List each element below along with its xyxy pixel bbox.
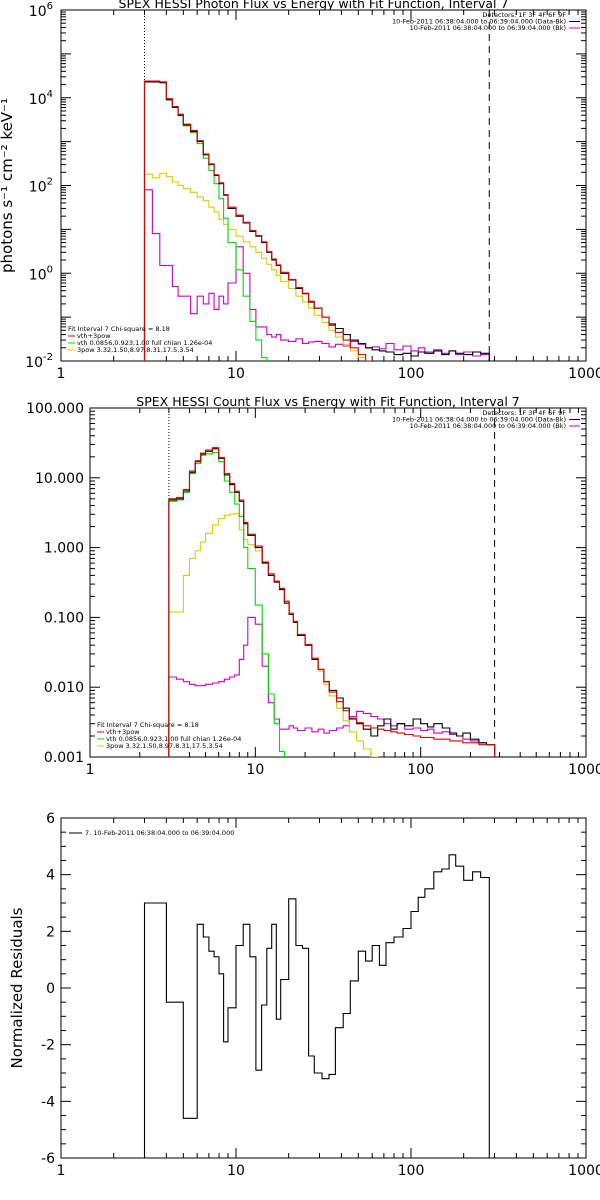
x-tick-label: 100 <box>398 1163 425 1179</box>
x-tick-label: 10 <box>227 1163 245 1179</box>
series-background <box>168 616 496 757</box>
legend-topright-text: 10-Feb-2011 06:38:04.000 to 06:39:04.000… <box>392 416 566 424</box>
legend-fit-summary: Fit Interval 7 Chi-square = 8.18 <box>97 721 199 729</box>
plot-frame <box>60 817 587 1159</box>
chart-title: SPEX HESSI Count Flux vs Energy with Fit… <box>136 394 519 409</box>
series-vth <box>143 81 268 361</box>
legend-bottomleft-text: 3pow 3.32,1.50,8.97,8.31,17.5,3.54 <box>77 346 194 354</box>
x-tick-label: 1 <box>86 762 95 778</box>
legend-topright-text: 10-Feb-2011 06:38:04.000 to 06:39:04.000… <box>410 24 566 32</box>
y-tick-label: 6 <box>46 811 55 827</box>
chart-panel-1: 1 10 100 1000 10-2 100 102 104 106 SPEX HESSI Pho… <box>0 0 600 382</box>
series-data <box>168 448 496 757</box>
chart-panel-3: 1 10 100 1000 -6 -4 -2 0 2 4 6 Normalized Residuals… <box>8 811 600 1179</box>
y-tick-label: 1.000 <box>44 541 84 557</box>
y-tick-label: 0 <box>46 981 55 997</box>
series-background <box>143 189 490 361</box>
chart-title: SPEX HESSI Photon Flux vs Energy with Fi… <box>119 0 509 11</box>
x-tick-label: 1 <box>57 1163 66 1179</box>
y-tick-label: 10.000 <box>35 471 84 487</box>
chart-panel-2: 1 10 100 1000 0.001 0.010 0.100 1.000 10.000 100.… <box>26 394 600 778</box>
y-tick-label: 10-2 <box>25 352 53 371</box>
legend-topright-text: 10-Feb-2011 06:38:04.000 to 06:39:04.000… <box>410 422 566 430</box>
x-tick-label: 1000 <box>568 762 600 778</box>
plot-frame <box>60 9 587 362</box>
legend-topright-text: 10-Feb-2011 06:38:04.000 to 06:39:04.000… <box>392 18 566 26</box>
legend-bottomleft-text: vth+3pow <box>106 728 140 736</box>
plot-frame <box>89 407 587 758</box>
y-tick-label: 106 <box>29 1 53 20</box>
y-tick-label: -4 <box>41 1094 55 1110</box>
series-vth <box>168 452 285 757</box>
y-tick-label: -6 <box>41 1151 55 1167</box>
y-axis-label: photons s⁻¹ cm⁻² keV⁻¹ <box>0 98 16 273</box>
legend-bottomleft-text: 3pow 3.32,1.50,8.97,8.31,17.5,3.54 <box>106 742 223 750</box>
y-tick-label: 102 <box>29 177 53 196</box>
data-series-group <box>168 447 496 757</box>
series-residuals <box>143 854 490 1158</box>
y-tick-label: 4 <box>46 868 55 884</box>
x-tick-label: 1000 <box>568 1163 600 1179</box>
legend-bottomleft-text: vth 0.0856,0.923,1.00 full chian 1.26e-0… <box>106 735 241 743</box>
legend-topright-text: Detectors: 1F 3F 4F 6F 9F <box>482 11 566 19</box>
series-data <box>143 81 490 361</box>
y-tick-label: 0.100 <box>44 610 84 626</box>
y-tick-label: -2 <box>41 1038 55 1054</box>
series-3pow <box>143 172 367 361</box>
x-tick-label: 10 <box>246 762 264 778</box>
y-tick-label: 100 <box>29 264 53 283</box>
x-tick-label: 1 <box>57 366 66 382</box>
legend-text: 7. 10-Feb-2011 06:38:04.000 to 06:39:04.… <box>85 829 234 837</box>
legend-bottomleft-text: vth+3pow <box>77 332 111 340</box>
legend-fit-summary: Fit Interval 7 Chi-square = 8.18 <box>68 325 170 333</box>
y-tick-label: 0.001 <box>44 750 84 766</box>
series-vth-3pow <box>168 447 496 757</box>
legend-bottomleft-text: vth 0.0856,0.923,1.00 full chian 1.26e-0… <box>77 339 212 347</box>
y-tick-label: 104 <box>29 89 53 108</box>
legend-topright-text: Detectors: 1F 3F 4F 6F 9F <box>482 409 566 417</box>
data-series-group <box>143 80 490 361</box>
x-tick-label: 100 <box>398 366 425 382</box>
x-tick-label: 1000 <box>568 366 600 382</box>
y-axis-label: Normalized Residuals <box>8 907 26 1068</box>
x-tick-label: 100 <box>407 762 434 778</box>
y-tick-label: 100.000 <box>26 401 84 417</box>
data-series-group <box>143 854 490 1158</box>
series-vth-3pow <box>143 80 373 361</box>
y-tick-label: 2 <box>46 924 55 940</box>
y-tick-label: 0.010 <box>44 680 84 696</box>
x-tick-label: 10 <box>227 366 245 382</box>
